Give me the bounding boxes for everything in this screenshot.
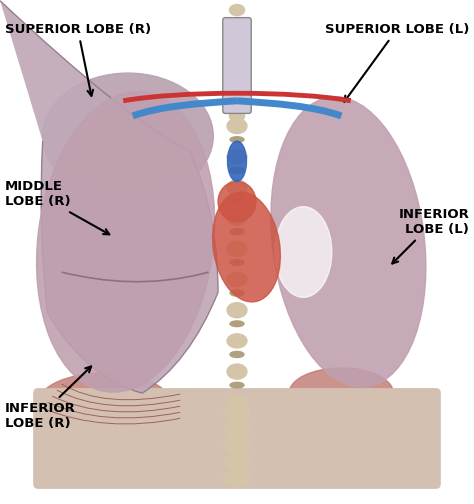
FancyBboxPatch shape [223,18,251,113]
Ellipse shape [289,368,393,418]
Ellipse shape [227,241,247,257]
Ellipse shape [212,192,281,302]
Ellipse shape [227,395,247,409]
Ellipse shape [224,405,250,421]
Ellipse shape [271,97,426,387]
Ellipse shape [227,211,247,225]
PathPatch shape [41,133,218,393]
Ellipse shape [230,413,244,419]
Ellipse shape [229,93,245,104]
Ellipse shape [227,150,247,164]
Ellipse shape [229,40,245,51]
Text: SUPERIOR LOBE (R): SUPERIOR LOBE (R) [5,23,151,96]
Ellipse shape [227,180,247,195]
Ellipse shape [38,373,171,433]
Ellipse shape [230,260,244,265]
Ellipse shape [228,141,246,181]
Ellipse shape [230,137,244,143]
Ellipse shape [224,471,250,487]
Ellipse shape [275,207,332,297]
Ellipse shape [229,22,245,33]
Ellipse shape [230,351,244,357]
Ellipse shape [230,198,244,204]
Text: MIDDLE
LOBE (R): MIDDLE LOBE (R) [5,180,109,234]
Ellipse shape [227,334,247,348]
FancyBboxPatch shape [33,388,441,489]
Ellipse shape [227,425,247,440]
Ellipse shape [230,167,244,173]
Ellipse shape [229,110,245,121]
Ellipse shape [227,457,247,471]
Ellipse shape [224,421,250,437]
Ellipse shape [230,290,244,296]
Text: INFERIOR
LOBE (L): INFERIOR LOBE (L) [392,208,469,264]
Text: INFERIOR
LOBE (R): INFERIOR LOBE (R) [5,366,91,430]
Ellipse shape [230,321,244,327]
Ellipse shape [229,57,245,69]
Text: SUPERIOR LOBE (L): SUPERIOR LOBE (L) [325,23,469,102]
Ellipse shape [43,73,213,199]
Ellipse shape [230,444,244,450]
Ellipse shape [227,118,247,134]
Ellipse shape [230,383,244,388]
Ellipse shape [229,5,245,16]
Ellipse shape [227,364,247,379]
Ellipse shape [224,455,250,471]
Ellipse shape [227,273,247,287]
Ellipse shape [230,229,244,235]
Ellipse shape [224,438,250,454]
Ellipse shape [227,302,247,318]
Ellipse shape [229,75,245,86]
Ellipse shape [36,92,215,392]
Ellipse shape [218,181,256,222]
